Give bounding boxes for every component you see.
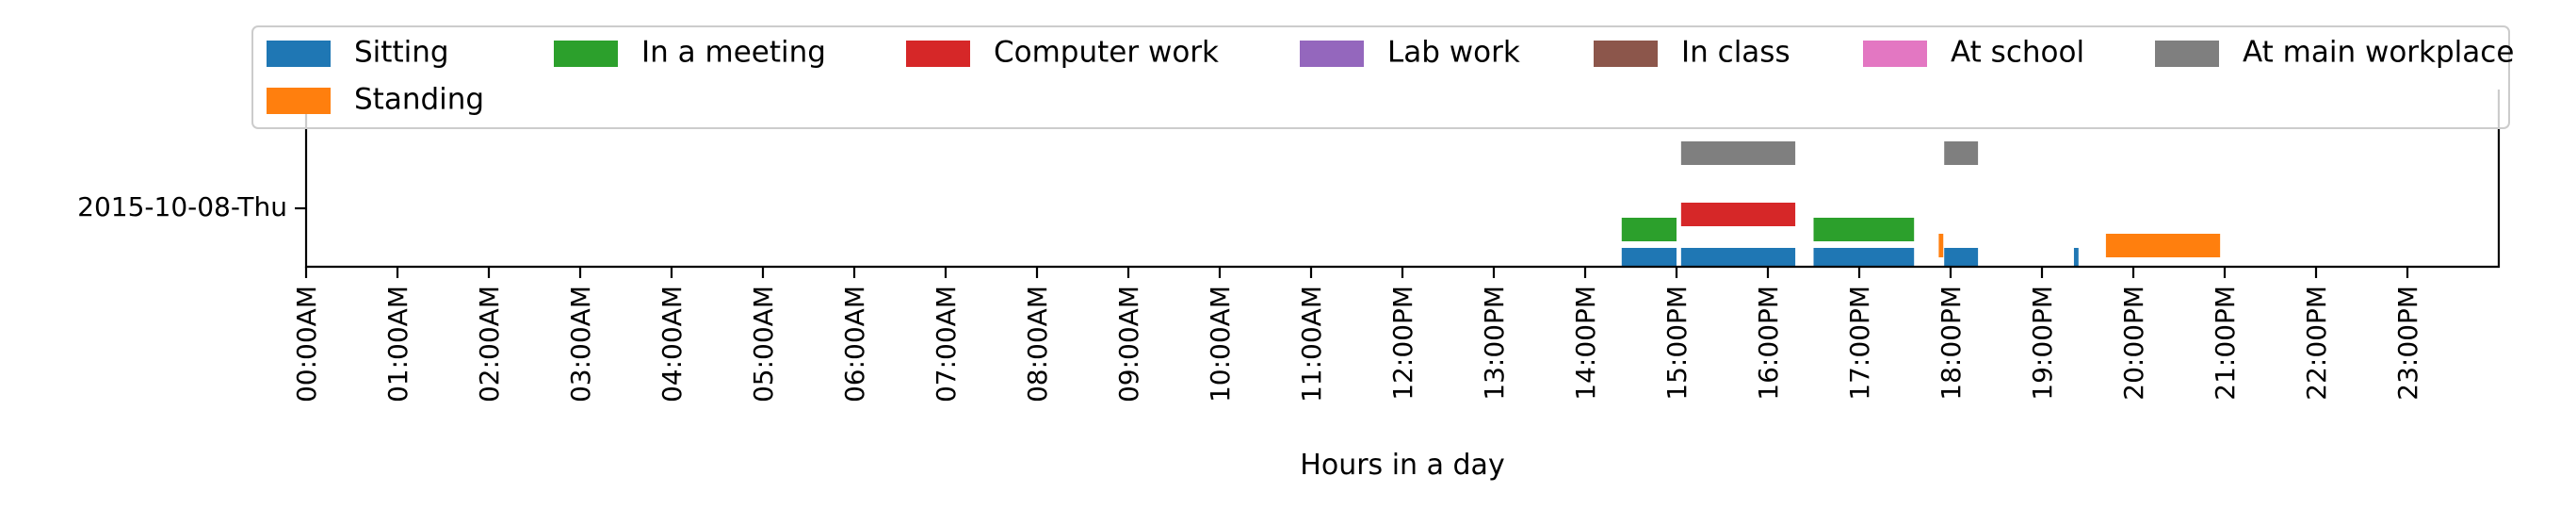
x-axis-ticks: 00:00AM 01:00AM 02:00AM 03:00AM 04:00AM 05:00… [291, 267, 2423, 402]
x-tick-label: 21:00PM [2210, 286, 2241, 401]
legend-label-at-main-workplace: At main workplace [2243, 36, 2514, 70]
legend-label-in-a-meeting: In a meeting [641, 36, 826, 70]
bar-sitting-5 [2073, 248, 2079, 267]
x-tick-label: 07:00AM [931, 286, 962, 402]
x-tick-label: 10:00AM [1205, 286, 1236, 402]
x-tick-label: 15:00PM [1661, 286, 1693, 401]
x-tick-label: 03:00AM [565, 286, 596, 402]
x-tick-label: 13:00PM [1479, 286, 1510, 401]
x-tick-label: 01:00AM [382, 286, 413, 402]
legend-frame [251, 25, 2510, 129]
x-axis-label: Hours in a day [1300, 449, 1504, 482]
bar-at-main-workplace-2 [1944, 141, 1979, 165]
bar-standing-2 [2105, 234, 2221, 257]
bar-sitting-2 [1680, 248, 1796, 267]
bar-in-a-meeting-2 [1813, 218, 1915, 241]
x-tick-label: 06:00AM [839, 286, 870, 402]
x-tick-label: 20:00PM [2118, 286, 2149, 401]
legend-swatch-at-main-workplace [2155, 41, 2219, 67]
bar-computer-work-1 [1680, 203, 1796, 226]
legend-swatch-computer-work [906, 41, 970, 67]
x-tick-label: 04:00AM [656, 286, 688, 402]
legend-swatch-at-school [1863, 41, 1927, 67]
legend-swatch-in-a-meeting [554, 41, 618, 67]
x-tick-label: 22:00PM [2301, 286, 2332, 401]
x-tick-label: 02:00AM [474, 286, 505, 402]
legend-swatch-in-class [1594, 41, 1658, 67]
legend-label-sitting: Sitting [354, 36, 449, 70]
x-tick-label: 18:00PM [1936, 286, 1967, 401]
x-tick-label: 14:00PM [1570, 286, 1601, 401]
x-tick-label: 19:00PM [2027, 286, 2058, 401]
bar-sitting-1 [1621, 248, 1677, 267]
bar-in-a-meeting-1 [1621, 218, 1677, 241]
x-tick-label: 11:00AM [1296, 286, 1327, 402]
bar-sitting-4 [1944, 248, 1979, 267]
legend-label-lab-work: Lab work [1387, 36, 1520, 70]
bar-standing-1 [1938, 234, 1944, 257]
legend-label-in-class: In class [1681, 36, 1790, 70]
x-tick-label: 17:00PM [1844, 286, 1875, 401]
legend-swatch-standing [267, 88, 331, 114]
x-tick-label: 05:00AM [748, 286, 779, 402]
x-tick-label: 12:00PM [1387, 286, 1418, 401]
bars-layer [1621, 141, 2221, 267]
bar-at-main-workplace-1 [1680, 141, 1796, 165]
legend-label-computer-work: Computer work [994, 36, 1219, 70]
legend: Sitting In a meeting Computer work Lab work… [251, 25, 2514, 129]
x-tick-label: 16:00PM [1753, 286, 1784, 401]
x-tick-label: 09:00AM [1113, 286, 1144, 402]
legend-label-at-school: At school [1951, 36, 2084, 70]
x-tick-label: 23:00PM [2392, 286, 2423, 401]
bar-sitting-3 [1813, 248, 1915, 267]
legend-label-standing: Standing [354, 83, 484, 117]
y-tick-label: 2015-10-08-Thu [77, 191, 287, 222]
x-tick-label: 08:00AM [1022, 286, 1053, 402]
legend-swatch-sitting [267, 41, 331, 67]
legend-swatch-lab-work [1300, 41, 1364, 67]
x-tick-label: 00:00AM [291, 286, 322, 402]
